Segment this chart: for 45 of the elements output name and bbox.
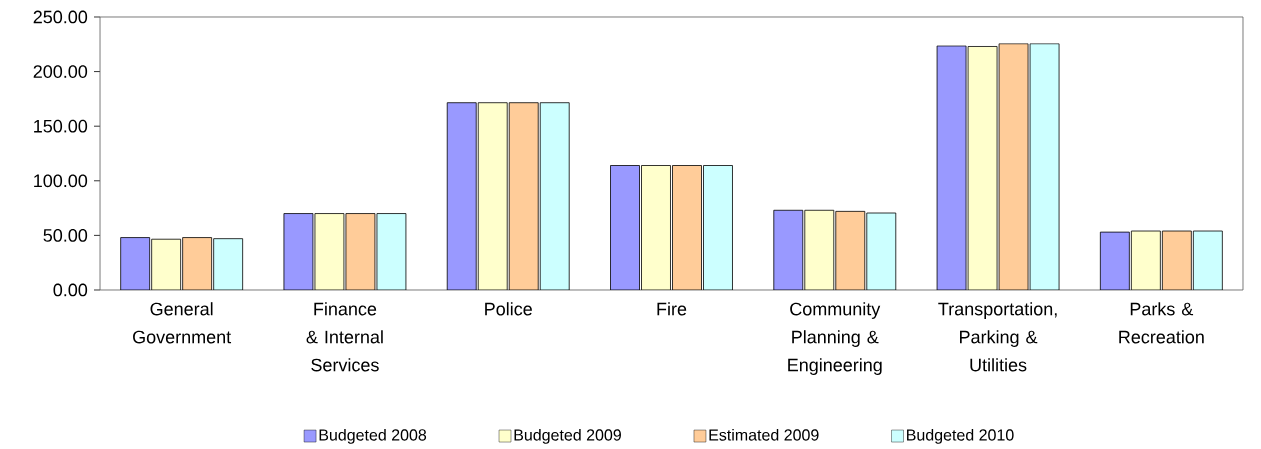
legend-label: Estimated 2009 bbox=[709, 428, 819, 441]
bar bbox=[672, 165, 702, 290]
y-tick-label: 150.00 bbox=[34, 119, 88, 133]
bar bbox=[213, 238, 243, 290]
bar bbox=[376, 213, 406, 290]
bar bbox=[314, 213, 344, 290]
bar bbox=[804, 210, 834, 290]
x-tick-label: General Government bbox=[133, 302, 232, 344]
bar bbox=[610, 165, 640, 290]
bar bbox=[283, 213, 313, 290]
bar bbox=[1130, 230, 1161, 290]
y-tick-label: 200.00 bbox=[33, 65, 88, 78]
legend-label: Budgeted 2010 bbox=[907, 428, 1014, 444]
x-tick-label: Fire bbox=[657, 302, 687, 316]
bar bbox=[968, 46, 998, 290]
x-tick-label: Transportation, Parking & Utilities bbox=[938, 302, 1057, 372]
bar bbox=[999, 43, 1029, 290]
x-tick-label: Parks & Recreation bbox=[1119, 302, 1204, 344]
bar bbox=[447, 102, 477, 290]
bar bbox=[151, 239, 181, 290]
bar bbox=[937, 45, 967, 290]
bar bbox=[1161, 230, 1192, 290]
bar bbox=[1192, 230, 1223, 290]
legend-label: Budgeted 2008 bbox=[319, 428, 427, 444]
y-tick-label: 0.00 bbox=[53, 283, 88, 297]
y-tick-label: 100.00 bbox=[34, 174, 88, 188]
x-tick-label: Police bbox=[485, 302, 532, 316]
x-tick-label: Finance & Internal Services bbox=[306, 302, 383, 372]
bar bbox=[345, 213, 375, 290]
bar bbox=[1030, 43, 1060, 290]
bar bbox=[703, 165, 733, 290]
bar bbox=[509, 102, 539, 290]
bar bbox=[478, 102, 508, 290]
x-tick-label: Community Planning & Engineering bbox=[788, 302, 882, 375]
y-tick-label: 250.00 bbox=[33, 10, 88, 24]
bar bbox=[866, 213, 896, 290]
bar bbox=[1099, 231, 1130, 290]
bar bbox=[540, 102, 570, 290]
bar bbox=[773, 210, 803, 290]
legend-label: Budgeted 2009 bbox=[514, 428, 621, 444]
bar bbox=[120, 237, 150, 290]
bar bbox=[835, 211, 865, 290]
bar bbox=[641, 165, 671, 290]
y-tick-label: 50.00 bbox=[43, 229, 88, 242]
bar bbox=[182, 237, 212, 290]
